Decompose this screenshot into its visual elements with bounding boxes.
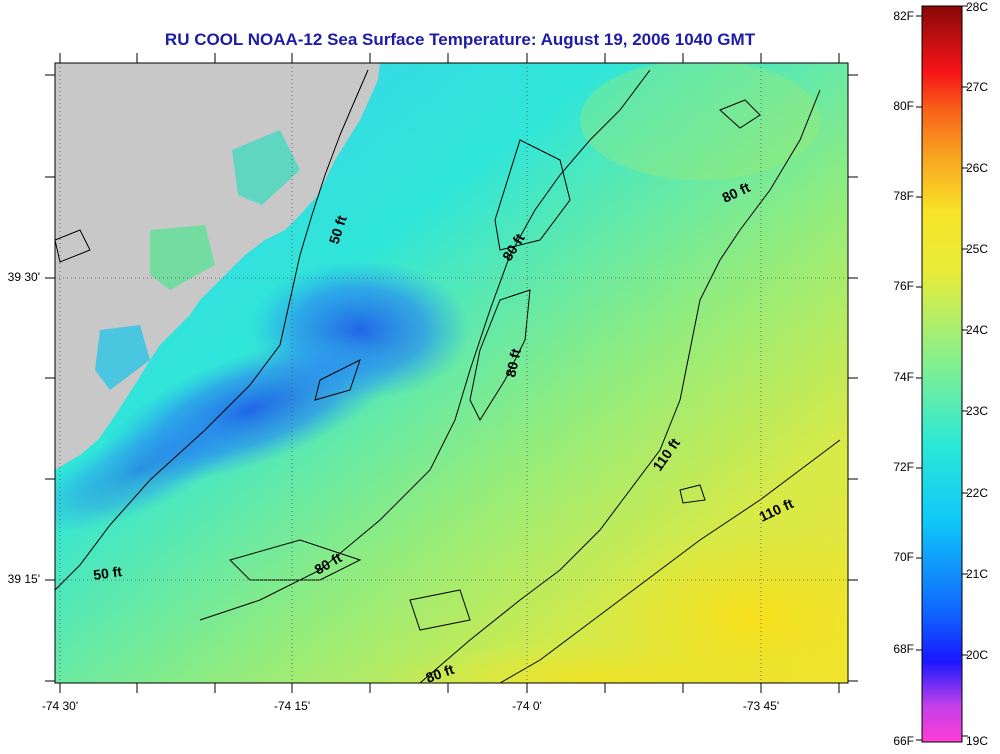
colorbar-c-label: 26C — [966, 161, 989, 175]
colorbar-c-label: 19C — [966, 734, 989, 748]
lon-tick-label: -74 0' — [512, 699, 542, 713]
colorbar-c-label: 24C — [966, 323, 989, 337]
colorbar-f-label: 74F — [893, 370, 914, 384]
colorbar-f-label: 68F — [893, 642, 914, 656]
map-title: RU COOL NOAA-12 Sea Surface Temperature:… — [164, 30, 756, 49]
colorbar-f-label: 72F — [893, 460, 914, 474]
colorbar-f-label: 76F — [893, 279, 914, 293]
contour-label-80ft-2: 80 ft — [502, 347, 524, 379]
lon-tick-label: -74 30' — [41, 699, 79, 713]
lon-tick-label: -74 15' — [273, 699, 311, 713]
colorbar-f-label: 66F — [893, 734, 914, 748]
lat-tick-label: 39 30' — [7, 270, 40, 284]
colorbar-c-label: 28C — [966, 0, 989, 14]
colorbar-c-label: 20C — [966, 648, 989, 662]
colorbar-c-label: 21C — [966, 567, 989, 581]
colorbar-c-label: 22C — [966, 486, 989, 500]
map-frame — [54, 62, 849, 684]
bathymetry-contours — [55, 69, 841, 683]
graticule — [55, 63, 848, 683]
frame-ticks — [45, 53, 858, 693]
colorbar-c-label: 25C — [966, 242, 989, 256]
colorbar-f-label: 82F — [893, 9, 914, 23]
contour-label-50ft-south: 50 ft — [92, 563, 123, 583]
colorbar-c-label: 23C — [966, 404, 989, 418]
colorbar-c-label: 27C — [966, 80, 989, 94]
lat-tick-label: 39 15' — [7, 572, 40, 586]
colorbar-f-label: 70F — [893, 550, 914, 564]
colorbar-f-label: 78F — [893, 189, 914, 203]
colorbar-f-label: 80F — [893, 99, 914, 113]
lon-tick-label: -73 45' — [742, 699, 780, 713]
colorbar-scale — [921, 5, 963, 743]
